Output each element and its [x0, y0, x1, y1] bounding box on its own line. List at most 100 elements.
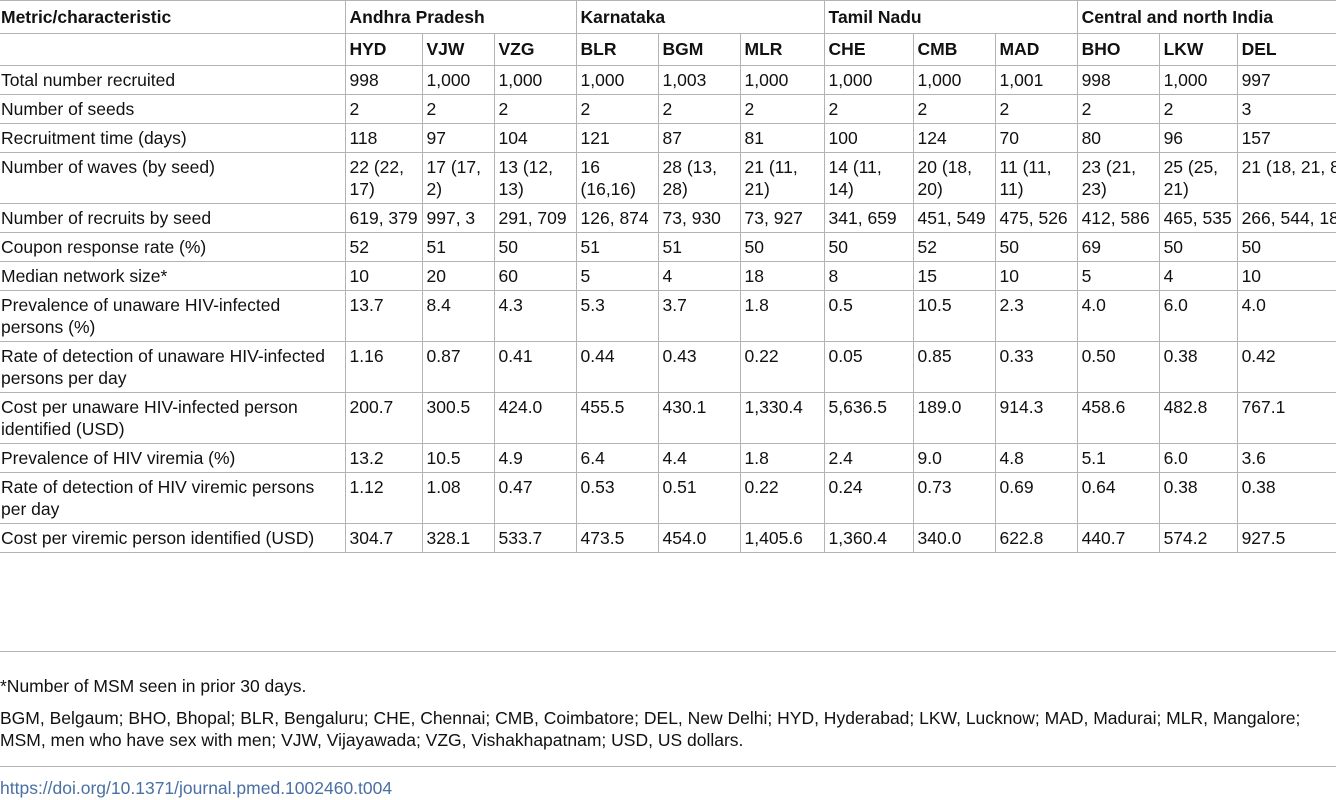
- group-header-karnataka: Karnataka: [575, 0, 825, 34]
- doi-link[interactable]: https://doi.org/10.1371/journal.pmed.100…: [0, 778, 393, 798]
- value-cell: 5,636.5: [823, 392, 914, 444]
- value-cell: 0.43: [657, 341, 741, 393]
- value-cell: 126, 874: [575, 203, 659, 233]
- value-cell: 189.0: [912, 392, 996, 444]
- value-cell: 4: [1158, 261, 1238, 291]
- value-cell: 15: [912, 261, 996, 291]
- value-cell: 50: [994, 232, 1078, 262]
- table-row: Number of waves (by seed) 22 (22, 17) 17 (…: [0, 152, 1336, 204]
- value-cell: 424.0: [493, 392, 577, 444]
- value-cell: 0.38: [1236, 472, 1336, 524]
- value-cell: 118: [344, 123, 422, 153]
- metric-label: Total number recruited: [0, 65, 345, 95]
- value-cell: 2: [575, 94, 659, 124]
- value-cell: 13 (12, 13): [493, 152, 577, 204]
- value-cell: 2: [493, 94, 577, 124]
- value-cell: 14 (11, 14): [823, 152, 914, 204]
- value-cell: 20: [421, 261, 494, 291]
- value-cell: 200.7: [344, 392, 422, 444]
- value-cell: 3: [1236, 94, 1336, 124]
- value-cell: 454.0: [657, 523, 741, 553]
- group-header-andhra-pradesh: Andhra Pradesh: [344, 0, 577, 34]
- value-cell: 10: [1236, 261, 1336, 291]
- value-cell: 4.3: [493, 290, 577, 342]
- table-header: Metric/characteristic Andhra Pradesh Kar…: [0, 0, 1336, 66]
- value-cell: 6.0: [1158, 290, 1238, 342]
- metric-label: Cost per viremic person identified (USD): [0, 523, 345, 553]
- value-cell: 70: [994, 123, 1078, 153]
- city-header: CMB: [912, 33, 996, 66]
- value-cell: 50: [493, 232, 577, 262]
- metric-label: Prevalence of HIV viremia (%): [0, 443, 345, 473]
- value-cell: 2: [1158, 94, 1238, 124]
- value-cell: 0.47: [493, 472, 577, 524]
- value-cell: 50: [823, 232, 914, 262]
- value-cell: 2.3: [994, 290, 1078, 342]
- value-cell: 10.5: [421, 443, 494, 473]
- value-cell: 124: [912, 123, 996, 153]
- value-cell: 0.51: [657, 472, 741, 524]
- value-cell: 914.3: [994, 392, 1078, 444]
- value-cell: 458.6: [1076, 392, 1160, 444]
- value-cell: 2: [657, 94, 741, 124]
- value-cell: 10.5: [912, 290, 996, 342]
- value-cell: 430.1: [657, 392, 741, 444]
- value-cell: 1.12: [344, 472, 422, 524]
- metric-column-header: Metric/characteristic: [0, 0, 345, 34]
- value-cell: 52: [344, 232, 422, 262]
- table-row: Recruitment time (days) 118 97 104 121 87 81 10…: [0, 123, 1336, 153]
- value-cell: 8: [823, 261, 914, 291]
- value-cell: 998: [344, 65, 422, 95]
- value-cell: 28 (13, 28): [657, 152, 741, 204]
- metric-label: Coupon response rate (%): [0, 232, 345, 262]
- value-cell: 997: [1236, 65, 1336, 95]
- header-row-cities: HYD VJW VZG BLR BGM MLR CHE CMB MAD BHO …: [0, 33, 1336, 66]
- value-cell: 50: [1236, 232, 1336, 262]
- value-cell: 10: [344, 261, 422, 291]
- value-cell: 60: [493, 261, 577, 291]
- value-cell: 52: [912, 232, 996, 262]
- value-cell: 0.87: [421, 341, 494, 393]
- value-cell: 20 (18, 20): [912, 152, 996, 204]
- value-cell: 0.42: [1236, 341, 1336, 393]
- value-cell: 0.38: [1158, 472, 1238, 524]
- value-cell: 0.85: [912, 341, 996, 393]
- value-cell: 9.0: [912, 443, 996, 473]
- value-cell: 4.8: [994, 443, 1078, 473]
- value-cell: 1.8: [739, 443, 825, 473]
- value-cell: 13.7: [344, 290, 422, 342]
- value-cell: 0.5: [823, 290, 914, 342]
- value-cell: 2: [994, 94, 1078, 124]
- city-header: DEL: [1236, 33, 1336, 66]
- value-cell: 0.24: [823, 472, 914, 524]
- value-cell: 482.8: [1158, 392, 1238, 444]
- value-cell: 1.8: [739, 290, 825, 342]
- table-body: Total number recruited 998 1,000 1,000 1,000…: [0, 65, 1336, 553]
- value-cell: 927.5: [1236, 523, 1336, 553]
- value-cell: 5.3: [575, 290, 659, 342]
- value-cell: 1,000: [912, 65, 996, 95]
- city-header: MAD: [994, 33, 1078, 66]
- value-cell: 51: [575, 232, 659, 262]
- value-cell: 104: [493, 123, 577, 153]
- header-row-groups: Metric/characteristic Andhra Pradesh Kar…: [0, 0, 1336, 34]
- value-cell: 23 (21, 23): [1076, 152, 1160, 204]
- value-cell: 0.38: [1158, 341, 1238, 393]
- table-row: Number of seeds 2 2 2 2 2 2 2 2 2 2 2 3: [0, 94, 1336, 124]
- value-cell: 266, 544, 187: [1236, 203, 1336, 233]
- metric-label: Number of recruits by seed: [0, 203, 345, 233]
- value-cell: 1,000: [739, 65, 825, 95]
- table-row: Number of recruits by seed 619, 379 997, 3…: [0, 203, 1336, 233]
- value-cell: 5: [575, 261, 659, 291]
- value-cell: 291, 709: [493, 203, 577, 233]
- value-cell: 340.0: [912, 523, 996, 553]
- table-row: Total number recruited 998 1,000 1,000 1,000…: [0, 65, 1336, 95]
- value-cell: 80: [1076, 123, 1160, 153]
- value-cell: 3.6: [1236, 443, 1336, 473]
- value-cell: 0.22: [739, 472, 825, 524]
- metric-label: Number of seeds: [0, 94, 345, 124]
- value-cell: 13.2: [344, 443, 422, 473]
- value-cell: 455.5: [575, 392, 659, 444]
- value-cell: 412, 586: [1076, 203, 1160, 233]
- value-cell: 10: [994, 261, 1078, 291]
